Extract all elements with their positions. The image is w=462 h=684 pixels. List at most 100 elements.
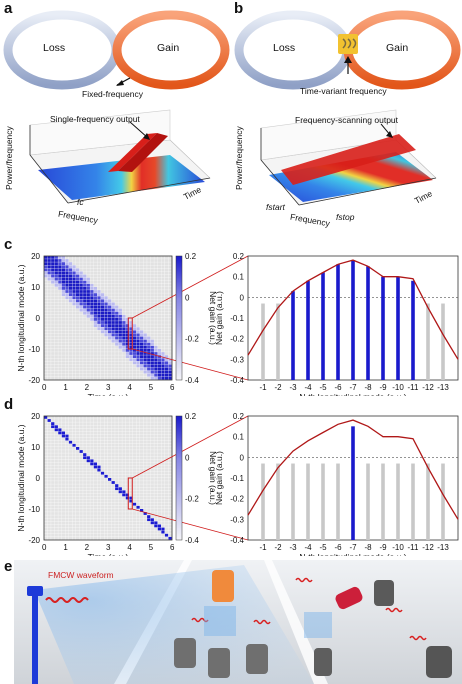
heatmap-cell	[72, 265, 76, 269]
heatmap-cell	[108, 283, 112, 287]
heatmap-cell	[150, 342, 154, 346]
gain-curve	[247, 259, 459, 360]
heatmap-cell	[164, 290, 169, 293]
heatmap-cell	[68, 509, 73, 512]
heatmap-cell	[122, 478, 126, 481]
time-variant-coupler-icon	[338, 34, 358, 54]
heatmap-cell	[143, 277, 147, 281]
heatmap-cell	[47, 296, 51, 300]
heatmap-cell	[104, 336, 108, 340]
heatmap-cell	[168, 268, 172, 272]
heatmap-cell	[150, 296, 154, 300]
heatmap-cell	[72, 293, 76, 296]
x-tick-label: -8	[364, 543, 372, 552]
heatmap-cell	[100, 277, 105, 281]
heatmap-cell	[168, 305, 172, 309]
heatmap-cell	[168, 450, 172, 453]
heatmap-cell	[100, 324, 105, 327]
y-tick-label: -0.3	[230, 515, 244, 524]
y-tick-label: -20	[28, 376, 40, 385]
heatmap-cell	[54, 478, 58, 481]
heatmap-cell	[79, 453, 83, 456]
heatmap-cell	[143, 478, 147, 481]
heatmap-cell	[125, 277, 130, 281]
heatmap-cell	[61, 447, 66, 450]
heatmap-cell	[86, 345, 90, 349]
heatmap-cell	[47, 321, 51, 324]
zlabel-b: Power/frequency	[234, 126, 244, 190]
heatmap-cell	[143, 321, 147, 324]
heatmap-cell	[164, 345, 169, 349]
heatmap-cell	[97, 268, 101, 272]
y-tick-label: -20	[28, 536, 40, 545]
heatmap-cell	[118, 327, 122, 331]
heatmap-cell	[79, 364, 83, 368]
heatmap-cell	[54, 493, 58, 497]
heatmap-cell	[86, 330, 90, 334]
heatmap-cell	[161, 456, 165, 460]
heatmap-cell	[108, 434, 112, 438]
heatmap-cell	[97, 428, 101, 432]
heatmap-cell	[154, 474, 158, 478]
heatmap-cell	[125, 416, 130, 419]
heatmap-cell	[111, 367, 115, 371]
heatmap-cell	[72, 419, 76, 422]
heatmap-cell	[90, 321, 94, 324]
heatmap-cell	[164, 450, 169, 453]
heatmap-cell	[150, 327, 154, 331]
heatmap-cell	[76, 293, 80, 296]
heatmap-cell	[157, 434, 162, 438]
bar	[261, 303, 265, 380]
heatmap-cell	[79, 422, 83, 425]
heatmap-cell	[68, 283, 73, 287]
heatmap-cell	[76, 434, 80, 438]
heatmap-cell	[68, 533, 73, 537]
heatmap-cell	[68, 450, 73, 453]
heatmap-cell	[44, 342, 48, 346]
heatmap-cell	[44, 509, 48, 512]
heatmap-cell	[115, 474, 119, 478]
heatmap-cell	[97, 456, 101, 460]
heatmap-cell	[136, 437, 140, 441]
heatmap-cell	[140, 440, 144, 444]
heatmap-cell	[72, 290, 76, 293]
heatmap-cell	[125, 524, 130, 528]
heatmap-cell	[140, 274, 144, 278]
heatmap-cell	[150, 481, 154, 484]
heatmap-cell	[111, 370, 115, 374]
heatmap-cell	[154, 336, 158, 340]
heatmap-cell	[93, 487, 98, 491]
heatmap-cell	[54, 265, 58, 269]
heatmap-cell	[47, 453, 51, 456]
heatmap-cell	[136, 505, 140, 509]
fc-label: fc	[77, 197, 84, 207]
heatmap-cell	[44, 330, 48, 334]
heatmap-cell	[150, 509, 154, 512]
x-tick-label: -2	[274, 543, 282, 552]
heatmap-cell	[157, 296, 162, 300]
heatmap-cell	[111, 299, 115, 303]
heatmap-cell	[54, 287, 58, 290]
heatmap-cell	[58, 324, 62, 327]
bar	[321, 272, 325, 380]
heatmap-cell	[68, 256, 73, 259]
heatmap-cell	[157, 290, 162, 293]
heatmap-cell	[150, 308, 154, 312]
heatmap-cell	[51, 434, 55, 438]
heatmap-cell	[132, 302, 137, 306]
heatmap-cell	[157, 490, 162, 494]
heatmap-cell	[104, 428, 108, 432]
heatmap-cell	[104, 262, 108, 265]
heatmap-cell	[143, 518, 147, 522]
heatmap-cell	[54, 256, 58, 259]
heatmap-cell	[86, 259, 90, 262]
heatmap-cell	[143, 533, 147, 537]
heatmap-cell	[51, 321, 55, 324]
heatmap-cell	[150, 515, 154, 518]
heatmap-cell	[97, 490, 101, 494]
heatmap-cell	[111, 336, 115, 340]
heatmap-cell	[72, 518, 76, 522]
heatmap-cell	[118, 505, 122, 509]
heatmap-cell	[122, 262, 126, 265]
heatmap-cell	[136, 536, 140, 540]
